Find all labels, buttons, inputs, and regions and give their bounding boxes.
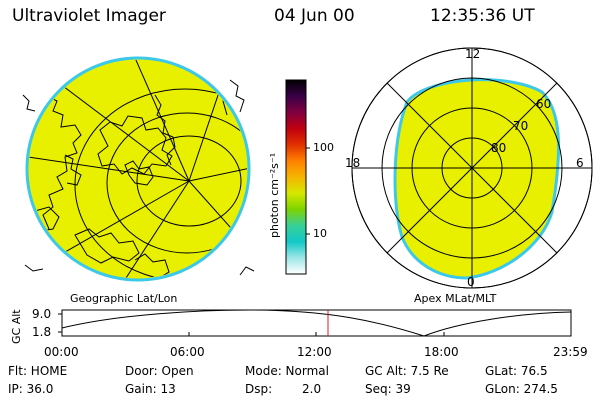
colorbar-scale xyxy=(285,79,307,275)
altitude-plot: GC Alt xyxy=(10,309,572,344)
geo-coastline xyxy=(74,228,140,264)
altitude-xtick-1: 06:00 xyxy=(170,345,205,359)
geo-coastline-outer xyxy=(239,266,255,276)
geo-coastline xyxy=(134,253,170,278)
polar-mlt-label-left: 18 xyxy=(345,156,361,170)
status-seq: Seq: 39 xyxy=(365,382,411,396)
colorbar-unit-label: photon cm⁻²s⁻¹ xyxy=(268,153,281,238)
geo-coastline xyxy=(64,154,82,186)
altitude-curve xyxy=(61,309,572,337)
status-dsp-label: Dsp: xyxy=(245,382,273,396)
polar-mlt-line xyxy=(386,82,558,254)
app-title: Ultraviolet Imager xyxy=(12,6,166,26)
geo-coastline xyxy=(42,94,82,230)
geo-longitude-line xyxy=(114,180,190,278)
status-flight: Flt: HOME xyxy=(8,364,68,378)
geo-panel-label: Geographic Lat/Lon xyxy=(70,292,178,305)
altitude-ytick-top: 9.0 xyxy=(32,307,52,321)
polar-mlt-label-top: 12 xyxy=(465,47,481,61)
colorbar: photon cm⁻²s⁻¹ xyxy=(268,79,310,275)
altitude-xtick-0: 00:00 xyxy=(44,345,79,359)
altitude-xtick-2: 12:00 xyxy=(297,345,332,359)
status-glat: GLat: 76.5 xyxy=(485,364,548,378)
polar-lat-label-70: 70 xyxy=(513,119,529,133)
polar-mlt-label-right: 6 xyxy=(576,156,584,170)
geo-coastline xyxy=(154,94,176,166)
status-dsp-value: 2.0 xyxy=(302,382,322,396)
altitude-ytick-bottom: 1.8 xyxy=(32,325,52,339)
altitude-xtick-4: 23:59 xyxy=(553,345,588,359)
polar-lat-label-80: 80 xyxy=(491,141,507,155)
geo-longitude-line xyxy=(29,154,190,182)
altitude-xtick-3: 18:00 xyxy=(424,345,459,359)
image-date: 04 Jun 00 xyxy=(274,6,355,26)
polar-lat-label-60: 60 xyxy=(536,97,552,111)
status-ip: IP: 36.0 xyxy=(8,382,54,396)
colorbar-tick-100: 100 xyxy=(313,141,334,154)
geo-longitude-line xyxy=(124,60,190,182)
status-gc-alt: GC Alt: 7.5 Re xyxy=(365,364,449,378)
geo-coastline-outer xyxy=(22,94,36,112)
polar-image-panel xyxy=(351,47,593,289)
status-gain: Gain: 13 xyxy=(125,382,176,396)
geo-latitude-line xyxy=(136,135,242,227)
geo-coastline xyxy=(124,160,154,186)
geographic-image-panel xyxy=(22,56,255,282)
status-door: Door: Open xyxy=(125,364,194,378)
altitude-ylabel: GC Alt xyxy=(10,309,23,344)
geo-earth-disk xyxy=(25,56,251,282)
polar-mlt-label-bottom: 0 xyxy=(467,275,475,289)
colorbar-tick-10: 10 xyxy=(313,227,327,240)
geo-latitude-line xyxy=(106,112,247,254)
status-mode: Mode: Normal xyxy=(245,364,329,378)
image-time: 12:35:36 UT xyxy=(430,6,535,26)
geo-coastline-outer xyxy=(24,264,44,272)
geo-longitude-line xyxy=(188,164,247,182)
polar-panel-label: Apex MLat/MLT xyxy=(414,292,497,305)
geo-coastline-outer xyxy=(229,79,245,113)
status-glon: GLon: 274.5 xyxy=(485,382,558,396)
